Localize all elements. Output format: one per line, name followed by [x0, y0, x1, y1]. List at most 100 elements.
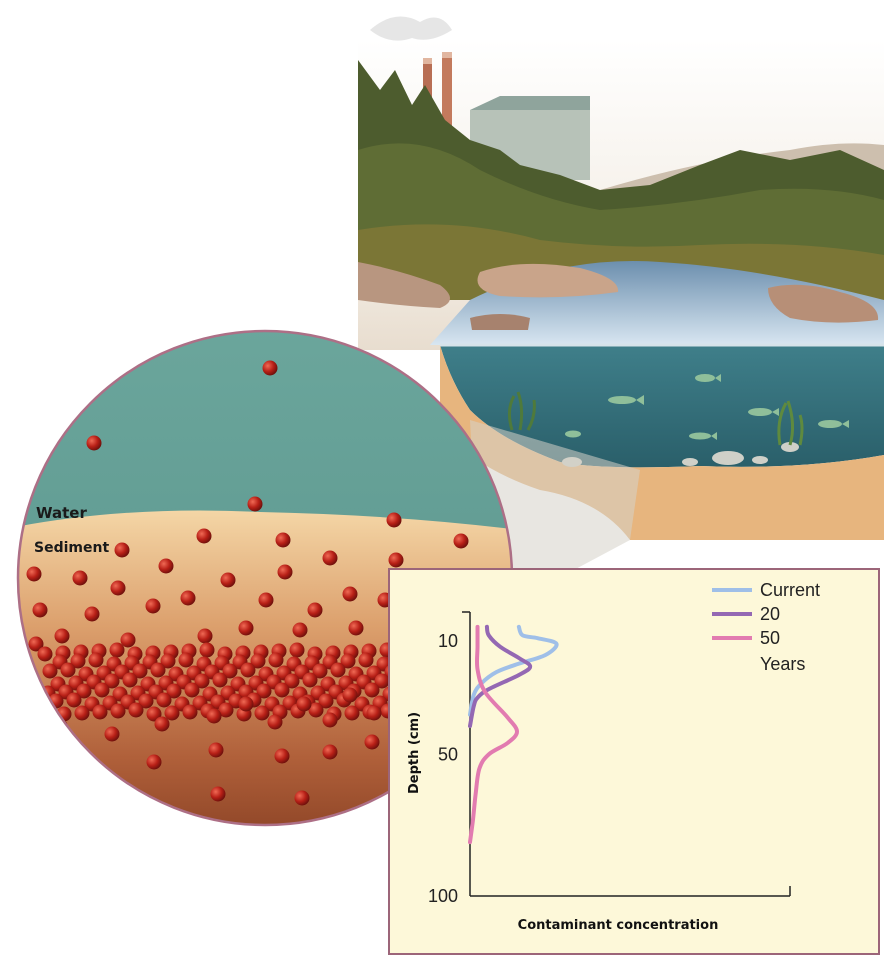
contaminant-particle — [330, 662, 346, 678]
x-axis-title: Contaminant concentration — [518, 918, 719, 933]
contaminant-particle — [146, 754, 162, 770]
contaminant-particle — [86, 435, 102, 451]
chart-axes — [462, 611, 791, 897]
contaminant-particle — [274, 748, 290, 764]
contaminant-particle — [268, 652, 284, 668]
contaminant-particle — [70, 653, 86, 669]
contaminant-particle — [262, 360, 278, 376]
contaminant-particle — [182, 704, 198, 720]
contaminant-particle — [196, 528, 212, 544]
series-line-20 — [468, 624, 533, 728]
contaminant-particle — [294, 790, 310, 806]
contaminant-particle — [292, 622, 308, 638]
contaminant-particle — [307, 602, 323, 618]
legend-label: Current — [760, 580, 820, 600]
contaminant-particle — [302, 672, 318, 688]
contaminant-particle — [364, 682, 380, 698]
contaminant-particle — [156, 692, 172, 708]
contaminant-particle — [122, 672, 138, 688]
contaminant-particle — [208, 742, 224, 758]
contaminant-particle — [184, 682, 200, 698]
contaminant-particle — [114, 542, 130, 558]
contaminant-particle — [267, 714, 283, 730]
contaminant-particle — [238, 620, 254, 636]
contaminant-particle — [26, 566, 42, 582]
contaminant-particle — [180, 590, 196, 606]
contaminant-particle — [109, 642, 125, 658]
y-tick-label: 50 — [438, 744, 458, 764]
contaminant-particle — [322, 744, 338, 760]
contaminant-particle — [374, 673, 390, 689]
contaminant-particle — [308, 702, 324, 718]
contaminant-particle — [220, 572, 236, 588]
contaminant-particle — [92, 704, 108, 720]
contaminant-particle — [274, 682, 290, 698]
contaminant-particle — [120, 632, 136, 648]
contaminant-particle — [348, 620, 364, 636]
contaminant-particle — [178, 652, 194, 668]
contaminant-particle — [66, 692, 82, 708]
contaminant-particle — [72, 570, 88, 586]
water-label: Water — [36, 504, 87, 522]
contaminant-particle — [296, 696, 312, 712]
contaminant-particle — [88, 652, 104, 668]
contaminant-particle — [84, 606, 100, 622]
y-tick-label: 10 — [438, 631, 458, 651]
contaminant-particle — [222, 663, 238, 679]
depth-profile-chart: 10 50 100 Depth (cm) Contaminant concentra… — [388, 568, 880, 955]
contaminant-particle — [76, 683, 92, 699]
y-ticks: 10 50 100 — [428, 631, 458, 906]
legend-label: 20 — [760, 604, 780, 624]
contaminant-particle — [340, 653, 356, 669]
contaminant-particle — [258, 592, 274, 608]
contaminant-particle — [206, 708, 222, 724]
contaminant-particle — [322, 550, 338, 566]
y-axis-title: Depth (cm) — [407, 712, 422, 794]
contaminant-particle — [60, 662, 76, 678]
legend-suffix: Years — [760, 654, 805, 674]
contaminant-particle — [247, 496, 263, 512]
contaminant-particle — [28, 636, 44, 652]
contaminant-particle — [158, 558, 174, 574]
contaminant-particle — [366, 705, 382, 721]
contaminant-particle — [74, 705, 90, 721]
contaminant-particle — [238, 696, 254, 712]
contaminant-particle — [240, 662, 256, 678]
contaminant-particle — [277, 564, 293, 580]
series-line-50 — [468, 624, 520, 845]
contaminant-particle — [386, 512, 402, 528]
contaminant-particle — [210, 786, 226, 802]
contaminant-particle — [275, 532, 291, 548]
legend-label: 50 — [760, 628, 780, 648]
contaminant-particle — [154, 716, 170, 732]
contaminant-particle — [38, 702, 54, 718]
contaminant-particle — [42, 663, 58, 679]
contaminant-particle — [199, 642, 215, 658]
contaminant-particle — [150, 662, 166, 678]
contaminant-particle — [342, 586, 358, 602]
contaminant-particle — [364, 734, 380, 750]
contaminant-particle — [250, 653, 266, 669]
contaminant-particle — [132, 663, 148, 679]
contaminant-particle — [453, 533, 469, 549]
contaminant-particle — [128, 702, 144, 718]
contaminant-particle — [52, 718, 68, 734]
contaminant-particle — [32, 602, 48, 618]
contaminant-particle — [254, 705, 270, 721]
contaminant-particle — [54, 628, 70, 644]
contaminant-particle — [138, 693, 154, 709]
contaminant-particle — [218, 702, 234, 718]
chart-series — [468, 624, 559, 845]
contaminant-particle — [344, 705, 360, 721]
contaminant-particle — [197, 628, 213, 644]
contaminant-particle — [110, 580, 126, 596]
contaminant-particle — [289, 642, 305, 658]
contaminant-particle — [212, 672, 228, 688]
contaminant-particle — [342, 687, 358, 703]
contaminant-particle — [145, 598, 161, 614]
contaminant-particle — [110, 703, 126, 719]
contaminant-particle — [318, 693, 334, 709]
contaminant-particle — [256, 683, 272, 699]
contaminant-particle — [358, 652, 374, 668]
